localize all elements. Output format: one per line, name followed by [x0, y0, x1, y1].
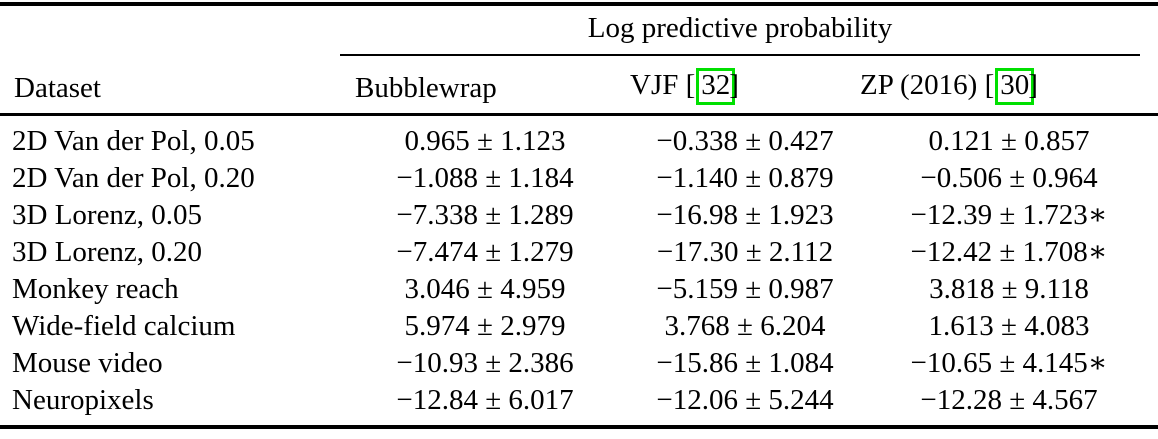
value-cell: 3.768 ± 6.204	[664, 310, 826, 342]
value-cell: 1.613 ± 4.083	[928, 310, 1090, 342]
cmidrule: Log predictive probability	[340, 6, 1141, 56]
value-cell: −7.474 ± 1.279	[396, 236, 574, 268]
value-cell: −7.338 ± 1.289	[396, 199, 574, 231]
column-header-vjf: VJF [32]	[630, 56, 860, 116]
citation-link-zp[interactable]: 30	[995, 68, 1035, 105]
table-row: Neuropixels −12.84 ± 6.017 −12.06 ± 5.24…	[0, 382, 1158, 427]
column-header-zp: ZP (2016) [30]	[860, 56, 1158, 116]
table-row: Mouse video −10.93 ± 2.386 −15.86 ± 1.08…	[0, 345, 1158, 382]
dataset-cell: 3D Lorenz, 0.05	[12, 199, 203, 231]
spanning-header-row: Log predictive probability	[0, 4, 1158, 56]
dataset-cell: 3D Lorenz, 0.20	[12, 236, 203, 268]
table-row: 3D Lorenz, 0.05 −7.338 ± 1.289 −16.98 ± …	[0, 197, 1158, 234]
column-header-row: Dataset Bubblewrap VJF [32] ZP (2016) [3…	[0, 56, 1158, 116]
value-cell: 3.046 ± 4.959	[404, 273, 566, 305]
value-cell: −12.06 ± 5.244	[656, 384, 834, 416]
value-cell: −0.506 ± 0.964	[920, 162, 1098, 194]
dataset-cell: 2D Van der Pol, 0.05	[12, 125, 255, 157]
table-row: Monkey reach 3.046 ± 4.959 −5.159 ± 0.98…	[0, 271, 1158, 308]
table-row: 2D Van der Pol, 0.20 −1.088 ± 1.184 −1.1…	[0, 160, 1158, 197]
value-cell: −12.84 ± 6.017	[396, 384, 574, 416]
value-cell: 0.121 ± 0.857	[928, 125, 1090, 157]
zp-label-suffix: ]	[1028, 69, 1038, 101]
value-cell: 3.818 ± 9.118	[929, 273, 1089, 305]
dataset-cell: Neuropixels	[12, 384, 154, 416]
spanning-header-label: Log predictive probability	[587, 12, 893, 44]
value-cell: −12.39 ± 1.723∗	[910, 199, 1108, 231]
table-row: 3D Lorenz, 0.20 −7.474 ± 1.279 −17.30 ± …	[0, 234, 1158, 271]
value-cell: 0.965 ± 1.123	[404, 125, 566, 157]
column-header-bubblewrap: Bubblewrap	[340, 56, 630, 116]
dataset-cell: 2D Van der Pol, 0.20	[12, 162, 255, 194]
value-cell: −0.338 ± 0.427	[656, 125, 834, 157]
vjf-label-prefix: VJF [	[630, 69, 696, 101]
value-cell: −5.159 ± 0.987	[656, 273, 834, 305]
results-table: Log predictive probability Dataset Bubbl…	[0, 2, 1158, 429]
table-row: 2D Van der Pol, 0.05 0.965 ± 1.123 −0.33…	[0, 115, 1158, 161]
value-cell: −12.28 ± 4.567	[920, 384, 1098, 416]
value-cell: −12.42 ± 1.708∗	[910, 236, 1108, 268]
zp-label-prefix: ZP (2016) [	[860, 69, 995, 101]
value-cell: 5.974 ± 2.979	[404, 310, 566, 342]
dataset-cell: Wide-field calcium	[12, 310, 236, 342]
value-cell: −16.98 ± 1.923	[656, 199, 834, 231]
value-cell: −10.93 ± 2.386	[396, 347, 574, 379]
table-row: Wide-field calcium 5.974 ± 2.979 3.768 ±…	[0, 308, 1158, 345]
dataset-cell: Monkey reach	[12, 273, 179, 305]
column-header-dataset: Dataset	[0, 56, 340, 116]
value-cell: −15.86 ± 1.084	[656, 347, 834, 379]
citation-link-vjf[interactable]: 32	[696, 68, 736, 105]
dataset-cell: Mouse video	[12, 347, 163, 379]
value-cell: −10.65 ± 4.145∗	[910, 347, 1108, 379]
value-cell: −1.140 ± 0.879	[656, 162, 834, 194]
spanning-header-spacer	[0, 4, 340, 56]
value-cell: −17.30 ± 2.112	[656, 236, 834, 268]
value-cell: −1.088 ± 1.184	[396, 162, 574, 194]
vjf-label-suffix: ]	[729, 69, 739, 101]
